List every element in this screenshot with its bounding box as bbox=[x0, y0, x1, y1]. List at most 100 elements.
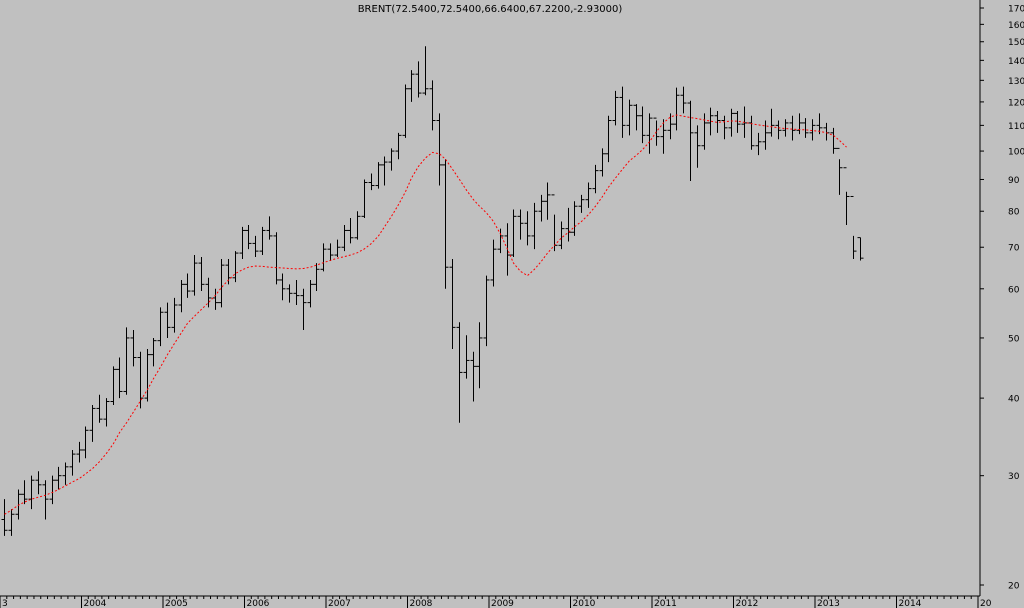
ohlc-bar bbox=[775, 120, 782, 140]
ohlc-bar bbox=[796, 113, 803, 135]
ohlc-bar bbox=[748, 115, 755, 150]
ohlc-bar bbox=[660, 119, 667, 154]
ohlc-bar bbox=[300, 288, 307, 330]
ohlc-bar bbox=[517, 209, 524, 240]
y-tick-label: 60 bbox=[1008, 285, 1020, 295]
ohlc-bar bbox=[327, 243, 334, 262]
y-tick-label: 30 bbox=[1008, 472, 1020, 482]
ohlc-bar bbox=[266, 216, 273, 240]
ohlc-bar bbox=[653, 117, 660, 146]
ohlc-bar bbox=[103, 398, 110, 427]
y-tick-label: 140 bbox=[1008, 57, 1024, 67]
x-tick-label: 20 bbox=[980, 599, 992, 608]
x-tick-label: 2005 bbox=[165, 599, 188, 608]
ohlc-bar bbox=[605, 115, 612, 163]
ohlc-bar bbox=[782, 119, 789, 137]
ohlc-bar bbox=[239, 226, 246, 260]
ohlc-bar bbox=[734, 111, 741, 133]
ohlc-bar bbox=[395, 132, 402, 160]
x-tick-label: 2007 bbox=[328, 599, 351, 608]
ohlc-bar bbox=[320, 243, 327, 272]
ohlc-bar bbox=[96, 394, 103, 423]
ohlc-bar bbox=[293, 279, 300, 305]
ohlc-bar bbox=[639, 106, 646, 144]
y-tick-label: 90 bbox=[1008, 176, 1020, 186]
ohlc-bar bbox=[184, 273, 191, 298]
ohlc-bar bbox=[789, 115, 796, 141]
y-tick-label: 170 bbox=[1008, 5, 1024, 15]
ohlc-bar bbox=[755, 132, 762, 156]
ohlc-bar bbox=[463, 335, 470, 379]
ohlc-bar bbox=[843, 167, 850, 226]
ohlc-bar bbox=[157, 307, 164, 347]
ohlc-bar bbox=[21, 480, 28, 505]
ohlc-bar bbox=[15, 489, 22, 520]
ohlc-bar bbox=[531, 202, 538, 250]
y-tick-label: 150 bbox=[1008, 38, 1024, 48]
y-tick-label: 80 bbox=[1008, 208, 1020, 218]
ohlc-bar bbox=[768, 108, 775, 137]
moving-average-line bbox=[4, 114, 847, 515]
ohlc-bar bbox=[110, 366, 117, 405]
ohlc-bars bbox=[1, 46, 864, 536]
ohlc-bar bbox=[585, 182, 592, 208]
ohlc-bar bbox=[592, 164, 599, 194]
ohlc-bar bbox=[619, 86, 626, 138]
y-tick-label: 20 bbox=[1008, 582, 1020, 592]
ohlc-bar bbox=[714, 111, 721, 133]
ohlc-bar bbox=[667, 113, 674, 140]
ohlc-bar bbox=[1, 499, 8, 536]
ohlc-bar bbox=[694, 125, 701, 168]
ohlc-bar bbox=[816, 113, 823, 135]
ohlc-bar bbox=[544, 182, 551, 220]
y-tick-label: 50 bbox=[1008, 334, 1020, 344]
ohlc-bar bbox=[571, 201, 578, 236]
ohlc-bar bbox=[28, 475, 35, 510]
ohlc-bar bbox=[578, 194, 585, 213]
ohlc-bar bbox=[89, 404, 96, 442]
ohlc-bar bbox=[646, 113, 653, 154]
ohlc-bar bbox=[470, 351, 477, 402]
ohlc-bar bbox=[558, 221, 565, 250]
y-tick-label: 70 bbox=[1008, 244, 1020, 254]
y-tick-label: 100 bbox=[1008, 148, 1024, 158]
ohlc-bar bbox=[510, 209, 517, 258]
ohlc-bar bbox=[334, 239, 341, 258]
x-tick-label: 2013 bbox=[817, 599, 840, 608]
x-tick-label: 2010 bbox=[573, 599, 596, 608]
y-tick-label: 130 bbox=[1008, 77, 1024, 87]
y-tick-label: 160 bbox=[1008, 21, 1024, 31]
ohlc-bar bbox=[116, 357, 123, 399]
ohlc-bar bbox=[524, 211, 531, 246]
ohlc-bar bbox=[626, 99, 633, 136]
ohlc-bar bbox=[497, 228, 504, 254]
y-tick-label: 120 bbox=[1008, 98, 1024, 108]
ohlc-bar bbox=[171, 297, 178, 333]
ohlc-bar bbox=[721, 115, 728, 140]
ohlc-bar bbox=[402, 84, 409, 138]
ohlc-bar bbox=[150, 337, 157, 367]
x-tick-label: 2006 bbox=[247, 599, 270, 608]
ohlc-bar bbox=[830, 127, 837, 154]
ohlc-bar bbox=[347, 218, 354, 244]
ohlc-bar bbox=[35, 471, 42, 495]
ohlc-bar bbox=[341, 225, 348, 252]
ohlc-bar bbox=[538, 194, 545, 222]
moving-average-path bbox=[4, 114, 847, 515]
ohlc-bar bbox=[456, 322, 463, 423]
y-tick-label: 110 bbox=[1008, 122, 1024, 132]
ohlc-bar bbox=[8, 509, 15, 536]
ohlc-bar bbox=[599, 148, 606, 177]
ohlc-bar bbox=[144, 348, 151, 402]
ohlc-bar bbox=[687, 100, 694, 181]
ohlc-bar bbox=[178, 279, 185, 313]
ohlc-bar bbox=[429, 80, 436, 131]
ohlc-bar bbox=[218, 259, 225, 308]
x-tick-label: 3 bbox=[2, 599, 8, 608]
ohlc-bar bbox=[449, 259, 456, 349]
ohlc-bar bbox=[279, 273, 286, 301]
x-tick-label: 2012 bbox=[736, 599, 759, 608]
